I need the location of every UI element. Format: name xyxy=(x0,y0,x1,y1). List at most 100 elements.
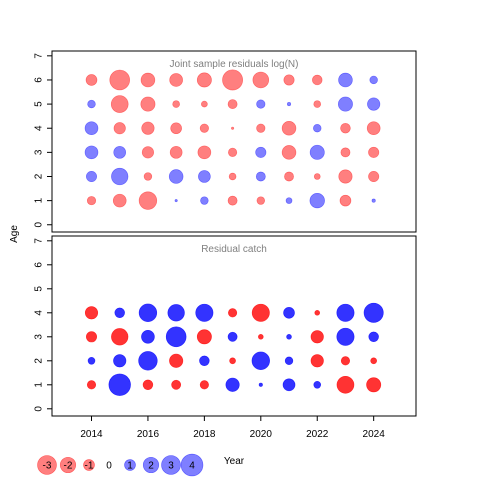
bubble-point xyxy=(310,354,324,368)
bubble-point xyxy=(313,381,322,389)
bubble-point xyxy=(366,377,382,393)
bubble-point xyxy=(363,302,384,323)
bubble-point xyxy=(87,99,96,109)
bubble-point xyxy=(86,196,97,206)
y-tick-label: 4 xyxy=(34,310,45,316)
bubble-point xyxy=(140,72,156,88)
bubble-point xyxy=(170,122,182,135)
y-tick-label: 6 xyxy=(34,77,45,83)
bubble-point xyxy=(258,382,263,387)
bubble-point xyxy=(309,192,325,209)
y-tick-label: 3 xyxy=(34,334,45,340)
x-tick-label: 2020 xyxy=(250,429,273,440)
x-tick-label: 2024 xyxy=(363,429,386,440)
bubble-point xyxy=(114,307,125,319)
legend-bubble xyxy=(142,456,160,474)
bubble-point xyxy=(174,199,178,203)
bubble-point xyxy=(227,99,238,109)
bubble-point xyxy=(228,172,237,181)
y-tick-label: 2 xyxy=(34,358,45,364)
bubble-point xyxy=(284,356,294,365)
bubble-point xyxy=(196,72,212,88)
y-tick-label: 6 xyxy=(34,262,45,268)
bubble-point xyxy=(371,198,376,203)
bubble-point xyxy=(113,122,126,135)
y-tick-label: 1 xyxy=(34,382,45,388)
bubble-point xyxy=(231,126,235,130)
bubble-point xyxy=(168,169,184,184)
bubble-point xyxy=(314,310,320,316)
panel-1: Joint sample residuals log(N) 0 1 2 3 4 5 6 7 xyxy=(34,50,417,233)
bubble-point xyxy=(313,124,322,133)
legend-label: 3 xyxy=(168,461,174,472)
bubble-point xyxy=(228,147,238,157)
bubble-point xyxy=(113,146,127,159)
bubble-point xyxy=(286,334,292,340)
bubble-point xyxy=(255,146,267,158)
y-tick-label: 3 xyxy=(34,149,45,155)
bubble-point xyxy=(141,146,154,159)
bubble-point xyxy=(84,121,99,136)
bubble-point xyxy=(336,303,355,322)
bubble-point xyxy=(340,147,351,158)
bubble-point xyxy=(256,196,265,205)
bubble-point xyxy=(338,169,353,184)
panel-frame xyxy=(51,50,417,233)
bubble-point xyxy=(283,307,295,319)
bubble-point xyxy=(340,356,351,366)
x-tick-label: 2016 xyxy=(137,429,160,440)
legend-bubble xyxy=(180,453,204,477)
legend-label: -3 xyxy=(43,461,52,472)
panel-2: Residual catch 0 1 2 3 4 5 6 7 xyxy=(34,235,417,417)
bubble-point xyxy=(84,306,99,320)
bubble-point xyxy=(285,197,293,204)
x-axis: 2014 2016 2018 2020 2022 2024 xyxy=(80,416,385,440)
bubble-point xyxy=(110,95,129,113)
bubble-point xyxy=(251,351,270,370)
bubble-point xyxy=(111,167,129,186)
bubble-point xyxy=(143,172,153,181)
legend-bubble xyxy=(83,459,95,471)
x-tick-label: 2022 xyxy=(306,429,329,440)
bubble-point xyxy=(171,379,182,390)
bubble-point xyxy=(200,196,209,205)
bubble-point xyxy=(195,303,214,322)
legend-label: 4 xyxy=(189,461,195,472)
bubble-point xyxy=(165,326,187,348)
bubble-point xyxy=(113,354,127,368)
bubble-point xyxy=(281,120,297,136)
bubble-point xyxy=(138,191,158,210)
bubble-point xyxy=(281,145,297,160)
bubble-point xyxy=(366,121,381,136)
x-tick-label: 2018 xyxy=(193,429,216,440)
bubble-point xyxy=(368,170,380,182)
y-tick-label: 7 xyxy=(34,238,45,244)
bubble-point xyxy=(251,303,270,322)
bubble-point xyxy=(336,376,355,394)
bubble-point xyxy=(198,170,211,183)
bubble-point xyxy=(227,195,238,206)
legend-label: -2 xyxy=(64,461,73,472)
bubble-point xyxy=(367,97,381,111)
bubble-point xyxy=(87,357,96,365)
legend-label: 1 xyxy=(127,461,133,472)
bubble-point xyxy=(309,144,325,160)
bubble-point xyxy=(312,74,323,86)
bubble-point xyxy=(199,380,209,390)
y-axis-title: Age xyxy=(9,225,20,243)
bubble-point xyxy=(252,71,270,89)
bubble-point xyxy=(108,373,131,396)
legend-bubble xyxy=(161,455,181,475)
legend-bubble xyxy=(124,459,136,471)
bubble-point xyxy=(169,146,183,159)
bubble-point xyxy=(369,75,378,85)
panel-title: Joint sample residuals log(N) xyxy=(170,59,299,70)
y-tick-label: 7 xyxy=(34,53,45,59)
bubble-point xyxy=(256,123,266,133)
bubble-point xyxy=(368,146,380,158)
y-tick-label: 1 xyxy=(34,197,45,203)
bubble-point xyxy=(85,74,98,86)
x-axis-title: Year xyxy=(224,456,245,467)
bubble-point xyxy=(255,171,266,182)
